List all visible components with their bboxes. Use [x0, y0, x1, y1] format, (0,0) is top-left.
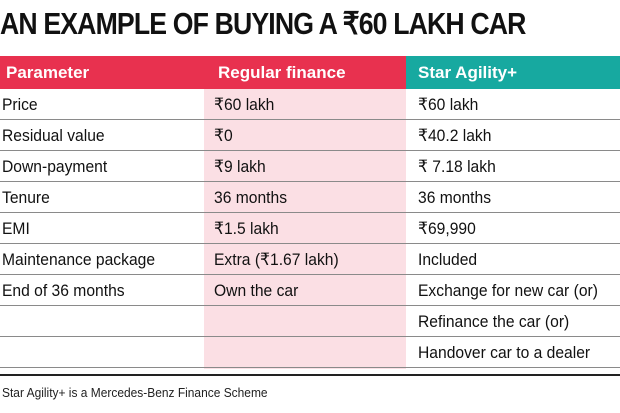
cell-regular-finance: ₹0	[214, 126, 233, 145]
cell-star-agility: Handover car to a dealer	[418, 343, 591, 362]
cell-star-agility: ₹ 7.18 lakh	[418, 157, 496, 176]
table-row: Handover car to a dealer	[0, 337, 620, 368]
cell-regular-finance: 36 months	[214, 188, 288, 207]
cell-parameter: Maintenance package	[2, 250, 156, 269]
footnote: Star Agility+ is a Mercedes-Benz Finance…	[2, 385, 268, 400]
cell-regular-finance: ₹9 lakh	[214, 157, 266, 176]
cell-star-agility: 36 months	[418, 188, 492, 207]
table-row: EMI ₹1.5 lakh ₹69,990	[0, 213, 620, 244]
page-title: AN EXAMPLE OF BUYING A ₹60 LAKH CAR	[0, 6, 526, 41]
table-row: Price ₹60 lakh ₹60 lakh	[0, 89, 620, 120]
header-parameter: Parameter	[0, 56, 204, 89]
table-row: Tenure 36 months 36 months	[0, 182, 620, 213]
table-row: Down-payment ₹9 lakh ₹ 7.18 lakh	[0, 151, 620, 182]
cell-parameter: Tenure	[2, 188, 50, 207]
row-divider	[0, 212, 620, 213]
row-divider	[0, 181, 620, 182]
table-row: Refinance the car (or)	[0, 306, 620, 337]
regular-finance-column-background	[204, 89, 406, 369]
row-divider	[0, 150, 620, 151]
cell-star-agility: ₹40.2 lakh	[418, 126, 492, 145]
cell-parameter: Residual value	[2, 126, 105, 145]
cell-star-agility: ₹60 lakh	[418, 95, 479, 114]
table-header: Parameter Regular finance Star Agility+	[0, 56, 620, 89]
table-row: Residual value ₹0 ₹40.2 lakh	[0, 120, 620, 151]
row-divider	[0, 243, 620, 244]
cell-regular-finance: Extra (₹1.67 lakh)	[214, 250, 339, 269]
cell-regular-finance: ₹60 lakh	[214, 95, 275, 114]
table-row: Maintenance package Extra (₹1.67 lakh) Inc…	[0, 244, 620, 275]
cell-star-agility: ₹69,990	[418, 219, 476, 238]
bottom-rule	[0, 374, 620, 376]
row-divider	[0, 274, 620, 275]
header-star-agility: Star Agility+	[406, 56, 620, 89]
header-regular-finance: Regular finance	[204, 56, 406, 89]
cell-star-agility: Refinance the car (or)	[418, 312, 570, 331]
cell-parameter: Down-payment	[2, 157, 108, 176]
cell-parameter: End of 36 months	[2, 281, 125, 300]
cell-parameter: EMI	[2, 219, 30, 238]
table-row: End of 36 months Own the car Exchange for …	[0, 275, 620, 306]
column-divider	[406, 89, 408, 369]
row-divider	[0, 305, 620, 306]
cell-star-agility: Included	[418, 250, 478, 269]
cell-parameter: Price	[2, 95, 38, 114]
cell-regular-finance: Own the car	[214, 281, 299, 300]
cell-star-agility: Exchange for new car (or)	[418, 281, 598, 300]
row-divider	[0, 336, 620, 337]
table-body: Price ₹60 lakh ₹60 lakh Residual value ₹0 ₹40…	[0, 89, 620, 368]
row-divider	[0, 367, 620, 368]
row-divider	[0, 119, 620, 120]
cell-regular-finance: ₹1.5 lakh	[214, 219, 279, 238]
